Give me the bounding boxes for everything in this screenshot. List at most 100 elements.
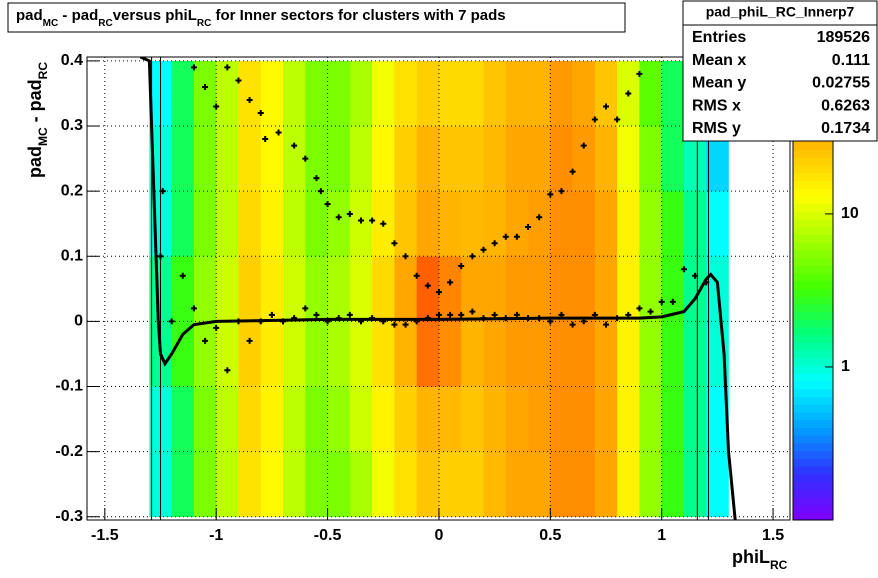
heat-cell — [305, 126, 328, 192]
heat-cell — [438, 126, 462, 192]
heat-cell — [594, 60, 618, 127]
color-step — [793, 504, 833, 513]
profile-point — [480, 315, 487, 322]
color-step — [793, 219, 833, 228]
heatmap — [149, 60, 729, 518]
color-step — [793, 381, 833, 390]
profile-point — [614, 315, 621, 322]
color-step — [793, 141, 833, 151]
y-tick-label: -0.2 — [55, 443, 83, 460]
heat-cell — [639, 451, 662, 518]
profile-point — [614, 116, 621, 123]
subscript: RC — [98, 17, 112, 28]
heat-cell — [216, 321, 239, 387]
heat-cell — [394, 126, 417, 192]
stats-label: RMS x — [692, 97, 741, 114]
heat-cell — [528, 321, 551, 387]
color-step — [793, 280, 833, 289]
profile-point — [625, 90, 632, 97]
heat-cell — [505, 451, 529, 518]
profile-point — [469, 308, 476, 315]
profile-point — [580, 142, 587, 149]
profile-point — [224, 367, 231, 374]
heat-cell — [193, 321, 217, 387]
profile-point — [603, 103, 610, 110]
subscript: MC — [36, 127, 50, 146]
heat-cell — [260, 321, 284, 387]
stats-frame — [682, 0, 878, 142]
heat-cell — [505, 191, 529, 257]
stats-box: pad_phiL_RC_Innerp7 Entries 189526 Mean x 0… — [682, 0, 878, 142]
profile-point — [262, 136, 269, 143]
heat-cell — [260, 256, 284, 322]
heat-cell — [461, 126, 484, 192]
heat-cell — [594, 386, 618, 452]
heat-cell — [461, 60, 484, 127]
heat-cell — [171, 451, 195, 518]
heat-cell — [260, 60, 284, 127]
heat-cell — [438, 386, 462, 452]
heat-cell — [683, 386, 707, 452]
profile-point — [291, 315, 298, 322]
heat-cell — [528, 126, 551, 192]
profile-point — [213, 324, 220, 331]
profile-point — [647, 308, 654, 315]
heat-cell — [193, 126, 217, 192]
profile-point — [569, 321, 576, 328]
heat-cell — [260, 191, 284, 257]
axes: -0.3 -0.2 -0.1 0 0.1 0.2 0.3 0.4 -1.5 -1 -0.5 0 0.5 1… — [55, 52, 784, 544]
profile-point — [313, 175, 320, 182]
profile-point — [447, 311, 454, 318]
color-step — [793, 195, 833, 205]
heat-cell — [461, 191, 484, 257]
heat-cell — [706, 191, 729, 257]
heat-cell — [639, 126, 662, 192]
color-step — [793, 242, 833, 251]
profile-point — [502, 233, 509, 240]
color-step — [793, 419, 833, 428]
color-step — [793, 188, 833, 197]
heat-cell — [349, 451, 373, 518]
heat-cell — [594, 321, 618, 387]
y-tick-label: 0.1 — [61, 247, 83, 264]
heat-cell — [661, 126, 685, 192]
heat-cell — [216, 451, 239, 518]
profile-point — [391, 240, 398, 247]
heat-cell — [372, 60, 395, 127]
profile-point — [703, 279, 710, 286]
heat-cell — [394, 451, 417, 518]
heat-cell — [617, 321, 640, 387]
heat-cell — [528, 386, 551, 452]
profile-point — [536, 214, 543, 221]
heat-cell — [394, 386, 417, 452]
profile-point — [402, 321, 409, 328]
profile-point — [302, 305, 309, 312]
heat-cell — [305, 321, 328, 387]
profile-point — [525, 315, 532, 322]
y-axis-title: padMC - padRC — [25, 62, 51, 178]
profile-point — [680, 266, 687, 273]
y-tick-label: 0.2 — [61, 182, 83, 199]
color-step — [793, 512, 833, 521]
profile-point — [558, 188, 565, 195]
heat-cell — [572, 386, 596, 452]
heat-cell — [216, 386, 239, 452]
color-step — [793, 427, 833, 436]
heat-cell — [438, 60, 462, 127]
heat-cell — [416, 60, 440, 127]
heat-cell — [617, 451, 640, 518]
heat-cell — [550, 386, 573, 452]
profile-point — [502, 315, 509, 322]
profile-point — [569, 168, 576, 175]
profile-point — [458, 311, 465, 318]
profile-point — [257, 110, 264, 117]
heat-cell — [438, 321, 462, 387]
profile-point — [435, 289, 442, 296]
profile-point — [179, 272, 186, 279]
heat-cell — [416, 451, 440, 518]
color-step — [793, 350, 833, 359]
subscript: RC — [197, 17, 211, 28]
heat-cell — [349, 256, 373, 322]
profile-point — [491, 311, 498, 318]
heat-cell — [372, 256, 395, 322]
